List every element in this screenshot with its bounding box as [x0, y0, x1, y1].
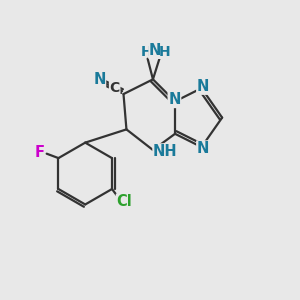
Text: C: C [110, 81, 120, 94]
Text: F: F [34, 145, 44, 160]
Text: N: N [197, 141, 209, 156]
Text: N: N [149, 43, 161, 58]
Text: N: N [93, 72, 106, 87]
Text: NH: NH [153, 144, 178, 159]
Text: Cl: Cl [116, 194, 132, 209]
Text: H: H [141, 45, 152, 59]
Text: H: H [158, 45, 170, 59]
Text: N: N [168, 92, 181, 107]
Text: N: N [197, 79, 209, 94]
